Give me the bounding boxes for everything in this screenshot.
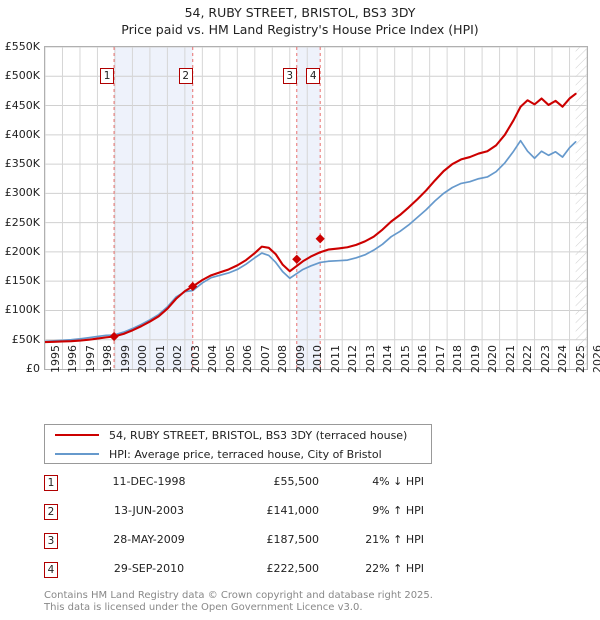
sale-index-badge: 3 [44, 533, 58, 549]
sale-index-badge: 2 [44, 504, 58, 520]
legend-swatch-property [55, 434, 99, 436]
legend-label-hpi: HPI: Average price, terraced house, City… [109, 447, 382, 461]
sale-point-marker [315, 234, 325, 244]
x-axis-tick-label: 2006 [241, 345, 255, 373]
sale-date: 13-JUN-2003 [113, 504, 185, 517]
x-axis-tick-label: 2008 [276, 345, 290, 373]
y-axis-tick-label: £550K [4, 40, 40, 53]
x-axis-tick-label: 2021 [503, 345, 517, 373]
x-axis-tick-label: 2009 [293, 345, 307, 373]
legend-item-hpi: HPI: Average price, terraced house, City… [45, 444, 431, 464]
x-axis-tick-label: 2004 [206, 345, 220, 373]
x-axis-tick-label: 1999 [118, 345, 132, 373]
sale-price: £55,500 [273, 475, 320, 488]
chart-svg [45, 47, 587, 369]
y-axis-tick-label: £450K [4, 98, 40, 112]
copyright-footer: Contains HM Land Registry data © Crown c… [44, 590, 564, 614]
x-axis-tick-label: 2026 [591, 345, 600, 373]
series-line-property [45, 92, 577, 344]
x-axis-tick-label: 2020 [486, 345, 500, 373]
x-axis-tick-label: 2011 [328, 345, 342, 373]
sale-index-badge: 1 [44, 475, 58, 491]
sale-hpi-delta: 21% ↑ HPI [365, 533, 424, 546]
x-axis-tick-label: 2012 [346, 345, 360, 373]
chart-title: 54, RUBY STREET, BRISTOL, BS3 3DY [184, 5, 416, 20]
x-axis-tick-label: 1996 [66, 345, 80, 373]
chart-legend: 54, RUBY STREET, BRISTOL, BS3 3DY (terra… [44, 424, 432, 464]
x-axis-tick-label: 2002 [171, 345, 185, 373]
legend-label-property: 54, RUBY STREET, BRISTOL, BS3 3DY (terra… [109, 428, 408, 442]
x-axis-tick-label: 2024 [556, 345, 570, 373]
sales-history-table: 1 11-DEC-1998 £55,500 4% ↓ HPI 2 13-JUN-… [44, 472, 444, 588]
x-axis-tick-label: 1998 [101, 345, 115, 373]
sale-event-badge: 4 [306, 68, 321, 84]
x-axis-tick-label: 2016 [416, 345, 430, 373]
x-axis-tick-label: 2017 [433, 345, 447, 373]
x-axis-tick-label: 1995 [49, 345, 62, 373]
sale-price: £222,500 [266, 562, 320, 575]
y-axis-tick-label: £50K [11, 332, 40, 346]
y-axis-tick-label: £250K [4, 215, 40, 229]
x-axis-tick-label: 2010 [311, 345, 325, 373]
table-row: 3 28-MAY-2009 £187,500 21% ↑ HPI [44, 530, 444, 559]
x-axis-tick-label: 2023 [538, 345, 552, 373]
sale-date: 29-SEP-2010 [113, 562, 185, 575]
footer-line-2: This data is licensed under the Open Gov… [44, 602, 363, 613]
page-title: 54, RUBY STREET, BRISTOL, BS3 3DY Price … [0, 4, 600, 38]
legend-swatch-hpi [55, 453, 99, 455]
table-row: 1 11-DEC-1998 £55,500 4% ↓ HPI [44, 472, 444, 501]
y-axis-tick-label: £350K [4, 157, 40, 171]
sale-event-badge: 1 [100, 68, 115, 84]
footer-line-1: Contains HM Land Registry data © Crown c… [44, 590, 433, 601]
y-axis-tick-label: £500K [4, 69, 40, 83]
sale-point-marker [109, 331, 119, 342]
x-axis-tick-label: 2013 [363, 345, 377, 373]
x-axis-tick-label: 2014 [381, 345, 395, 373]
x-axis-tick-label: 2019 [468, 345, 482, 373]
sale-hpi-delta: 9% ↑ HPI [372, 504, 424, 517]
sale-hpi-delta: 22% ↑ HPI [365, 562, 424, 575]
y-axis-tick-label: £0 [26, 362, 40, 375]
shaded-band [114, 47, 193, 369]
y-axis-tick-label: £300K [4, 186, 40, 200]
x-axis-tick-label: 2007 [258, 345, 272, 373]
sale-event-badge: 2 [178, 68, 193, 84]
x-axis-tick-label: 2005 [223, 345, 237, 373]
shaded-band [296, 47, 321, 369]
chart-subtitle: Price paid vs. HM Land Registry's House … [121, 22, 479, 37]
sale-price: £141,000 [266, 504, 320, 517]
sale-price: £187,500 [266, 533, 320, 546]
y-axis-tick-label: £200K [4, 244, 40, 258]
x-axis-tick-label: 1997 [83, 345, 97, 373]
x-axis-tick-label: 2015 [398, 345, 412, 373]
sale-index-badge: 4 [44, 562, 58, 578]
sale-hpi-delta: 4% ↓ HPI [372, 475, 424, 488]
price-chart [44, 46, 588, 370]
legend-item-property: 54, RUBY STREET, BRISTOL, BS3 3DY (terra… [45, 425, 431, 445]
x-axis-tick-label: 2000 [136, 345, 150, 373]
sale-date: 28-MAY-2009 [113, 533, 185, 546]
x-axis-tick-label: 2025 [573, 345, 587, 373]
x-axis-tick-label: 2022 [521, 345, 535, 373]
y-axis-tick-label: £150K [4, 274, 40, 288]
table-row: 4 29-SEP-2010 £222,500 22% ↑ HPI [44, 559, 444, 588]
x-axis-tick-label: 2001 [153, 345, 167, 373]
x-axis-tick-label: 2018 [451, 345, 465, 373]
series-line-hpi [45, 139, 577, 343]
sale-date: 11-DEC-1998 [112, 475, 186, 488]
y-axis-tick-label: £400K [4, 127, 40, 141]
sale-event-badge: 3 [282, 68, 297, 84]
projection-hatch [575, 47, 587, 369]
x-axis-tick-label: 2003 [188, 345, 202, 373]
y-axis-tick-label: £100K [4, 303, 40, 317]
table-row: 2 13-JUN-2003 £141,000 9% ↑ HPI [44, 501, 444, 530]
